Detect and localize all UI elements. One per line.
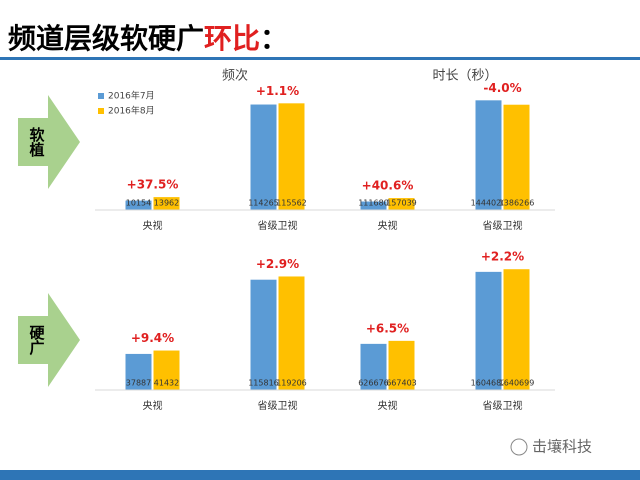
footer-bar bbox=[0, 470, 640, 480]
bar bbox=[278, 103, 305, 210]
value-label: 111680 bbox=[358, 199, 389, 208]
annotation: +9.4% bbox=[131, 331, 174, 345]
value-label: 1604682 bbox=[471, 379, 507, 388]
annotation: +6.5% bbox=[366, 321, 409, 335]
x-tick-label: 省级卫视 bbox=[483, 219, 523, 232]
footer-icon bbox=[510, 438, 528, 456]
annotation: +1.1% bbox=[256, 84, 299, 98]
value-label: 10154 bbox=[126, 199, 151, 208]
value-label: 1444020 bbox=[471, 199, 507, 208]
slide-title: 频道层级软硬广环比： bbox=[8, 22, 288, 55]
bar bbox=[475, 271, 502, 390]
annotation: +40.6% bbox=[362, 179, 414, 193]
x-tick-label: 央视 bbox=[143, 219, 163, 232]
x-tick-label: 省级卫视 bbox=[258, 399, 298, 412]
legend-swatch bbox=[98, 93, 104, 99]
value-label: 115816 bbox=[248, 379, 279, 388]
value-label: 41432 bbox=[154, 379, 179, 388]
value-label: 1386266 bbox=[499, 199, 535, 208]
bar bbox=[503, 269, 530, 390]
value-label: 13962 bbox=[154, 199, 179, 208]
legend-label: 2016年8月 bbox=[108, 105, 155, 117]
x-tick-label: 省级卫视 bbox=[258, 219, 298, 232]
x-tick-label: 央视 bbox=[143, 399, 163, 412]
value-label: 1640699 bbox=[499, 379, 535, 388]
chart-title: 时长（秒） bbox=[432, 69, 497, 84]
row-label: 软植 bbox=[28, 126, 46, 158]
bar bbox=[278, 276, 305, 390]
row-label: 硬广 bbox=[28, 325, 46, 356]
value-label: 157039 bbox=[386, 199, 417, 208]
value-label: 114265 bbox=[248, 199, 279, 208]
value-label: 667403 bbox=[386, 379, 417, 388]
bar bbox=[388, 340, 415, 390]
legend-swatch bbox=[98, 108, 104, 114]
bar bbox=[125, 353, 152, 390]
bar bbox=[475, 100, 502, 210]
bar bbox=[250, 279, 277, 390]
bar bbox=[503, 104, 530, 210]
x-tick-label: 省级卫视 bbox=[483, 399, 523, 412]
annotation: +2.9% bbox=[256, 257, 299, 271]
footer-text: 击壤科技 bbox=[532, 438, 592, 456]
value-label: 119206 bbox=[276, 379, 307, 388]
legend-label: 2016年7月 bbox=[108, 90, 155, 102]
bar bbox=[125, 200, 152, 210]
bar bbox=[360, 343, 387, 390]
bar bbox=[250, 104, 277, 210]
value-label: 115562 bbox=[276, 199, 307, 208]
annotation: -4.0% bbox=[483, 81, 521, 95]
title-colon: ： bbox=[260, 22, 288, 55]
annotation: +2.2% bbox=[481, 250, 524, 264]
row-arrow bbox=[18, 95, 80, 189]
bar bbox=[360, 201, 387, 210]
value-label: 37887 bbox=[126, 379, 151, 388]
bar bbox=[153, 197, 180, 210]
chart-title: 频次 bbox=[222, 68, 248, 84]
x-tick-label: 央视 bbox=[378, 399, 398, 412]
value-label: 626676 bbox=[358, 379, 389, 388]
annotation: +37.5% bbox=[127, 178, 179, 192]
bar bbox=[388, 198, 415, 210]
title-rule bbox=[0, 57, 640, 60]
row-arrow bbox=[18, 293, 80, 387]
title-highlight: 环比 bbox=[204, 22, 260, 55]
x-tick-label: 央视 bbox=[378, 219, 398, 232]
title-main: 频道层级软硬广 bbox=[8, 22, 204, 55]
bar bbox=[153, 350, 180, 390]
